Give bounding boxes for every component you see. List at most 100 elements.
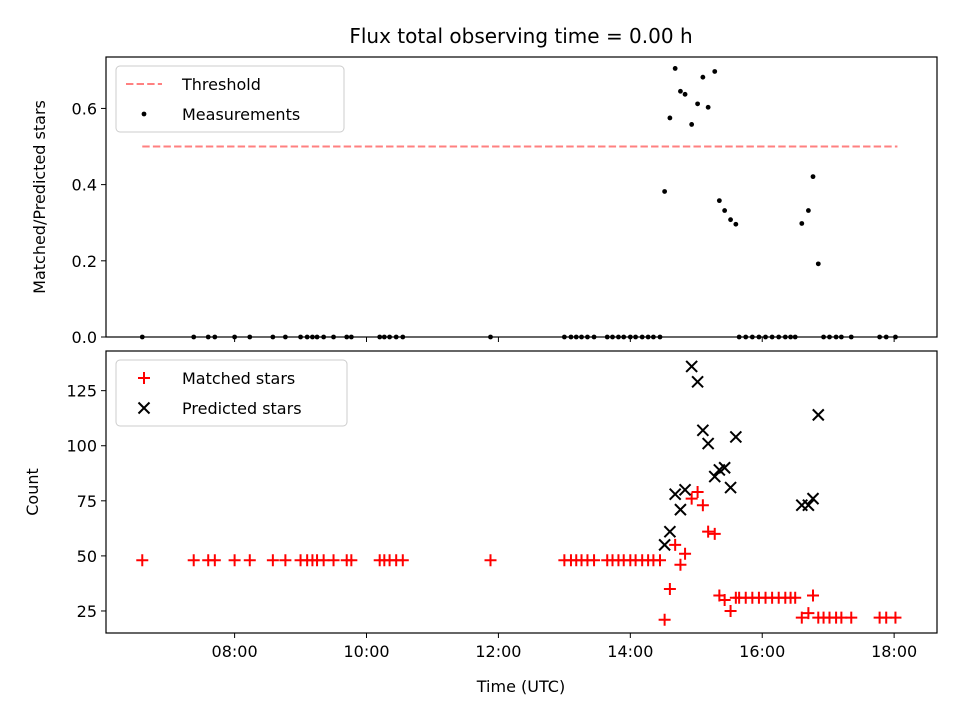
data-point	[663, 525, 677, 538]
legend-label: Measurements	[182, 105, 300, 124]
data-point	[682, 91, 688, 97]
data-point	[669, 538, 682, 551]
x-tick-label: 10:00	[343, 642, 389, 661]
data-point	[724, 604, 737, 617]
series-matched-stars	[136, 486, 902, 626]
data-point	[712, 69, 718, 74]
axes-frame	[105, 350, 938, 634]
legend-label: Predicted stars	[182, 399, 302, 418]
y-tick-label: 50	[77, 547, 97, 566]
data-point	[266, 554, 279, 567]
series-predicted-stars	[658, 360, 825, 552]
data-point	[718, 593, 731, 606]
x-tick-label: 18:00	[871, 642, 917, 661]
data-point	[396, 554, 409, 567]
data-point	[243, 554, 256, 567]
y-axis-label: Count	[23, 468, 42, 516]
data-point	[674, 558, 687, 571]
data-point	[685, 492, 698, 505]
y-tick-label: 0.0	[72, 328, 97, 347]
legend-swatch-x	[137, 401, 151, 415]
data-point	[729, 430, 743, 444]
y-tick-label: 0.4	[72, 176, 97, 195]
data-point	[806, 492, 820, 505]
data-point	[663, 582, 676, 595]
data-point	[695, 101, 700, 107]
data-point	[484, 554, 497, 567]
data-point	[802, 607, 815, 620]
data-point	[588, 554, 601, 567]
data-point	[724, 481, 737, 494]
legend: Matched stars Predicted stars	[115, 359, 348, 427]
chart-title: Flux total observing time = 0.00 h	[349, 24, 692, 48]
data-point	[799, 221, 805, 226]
plot-area: 0.0 0.2 0.4 0.6 Threshold Measurements	[72, 56, 938, 347]
data-point	[705, 104, 711, 110]
y-axis-label: Matched/Predicted stars	[30, 100, 49, 294]
data-point	[889, 611, 902, 624]
data-point	[795, 611, 808, 624]
y-tick-label: 75	[77, 492, 97, 511]
data-point	[678, 88, 683, 94]
data-point	[696, 424, 710, 437]
data-point	[667, 115, 673, 121]
legend-label: Threshold	[181, 75, 261, 94]
data-point	[691, 375, 704, 389]
data-point	[722, 208, 728, 213]
legend: Threshold Measurements	[115, 65, 345, 133]
data-point	[674, 503, 687, 516]
x-tick-label: 12:00	[475, 642, 521, 661]
bottom-panel-star-counts: 08:00 10:00 12:00 14:00 16:00 18:00 25 50 75 100 1…	[23, 350, 938, 696]
data-point	[678, 483, 692, 497]
data-point	[708, 470, 721, 483]
data-point	[679, 547, 692, 560]
x-tick-label: 14:00	[607, 642, 653, 661]
top-panel-flux-ratio: Flux total observing time = 0.00 h 0.00.…	[30, 24, 938, 347]
data-point	[733, 221, 739, 227]
data-point	[708, 527, 721, 540]
legend-label: Matched stars	[182, 369, 295, 388]
data-point	[802, 499, 815, 512]
data-point	[789, 591, 802, 604]
x-axis-label: Time (UTC)	[476, 677, 565, 696]
x-tick-label: 08:00	[212, 642, 258, 661]
y-tick-label: 125	[66, 382, 97, 401]
data-point	[662, 189, 668, 194]
plot-area: 08:00 10:00 12:00 14:00 16:00 18:00 25 50 75 100 1…	[66, 350, 938, 661]
data-point	[718, 461, 731, 474]
data-point	[807, 589, 820, 602]
data-point	[805, 208, 811, 213]
data-point	[845, 611, 858, 624]
data-point	[815, 261, 821, 267]
x-tick-label: 16:00	[739, 642, 785, 661]
y-tick-label: 25	[77, 602, 97, 621]
data-point	[700, 74, 706, 80]
data-point	[691, 486, 704, 498]
data-point	[279, 554, 292, 567]
data-point	[136, 554, 149, 567]
data-point	[668, 487, 682, 501]
data-point	[696, 499, 709, 512]
axes-frame	[105, 56, 938, 338]
legend-swatch-plus	[138, 372, 150, 384]
data-point	[654, 554, 666, 567]
data-point	[208, 554, 221, 567]
legend-swatch-dot	[141, 111, 147, 117]
data-point	[658, 613, 671, 626]
y-tick-label: 100	[66, 437, 97, 456]
data-point	[701, 437, 715, 450]
data-point	[812, 408, 825, 422]
y-tick-label: 0.6	[72, 99, 97, 118]
data-point	[728, 217, 733, 223]
data-point	[658, 538, 671, 552]
data-point	[702, 525, 715, 538]
data-point	[228, 554, 241, 567]
legend-box	[115, 65, 345, 133]
legend-box	[115, 359, 348, 427]
data-point	[685, 360, 698, 373]
data-point	[689, 122, 695, 127]
data-point	[716, 198, 722, 204]
y-tick-label: 0.2	[72, 252, 97, 271]
data-point	[345, 554, 358, 567]
